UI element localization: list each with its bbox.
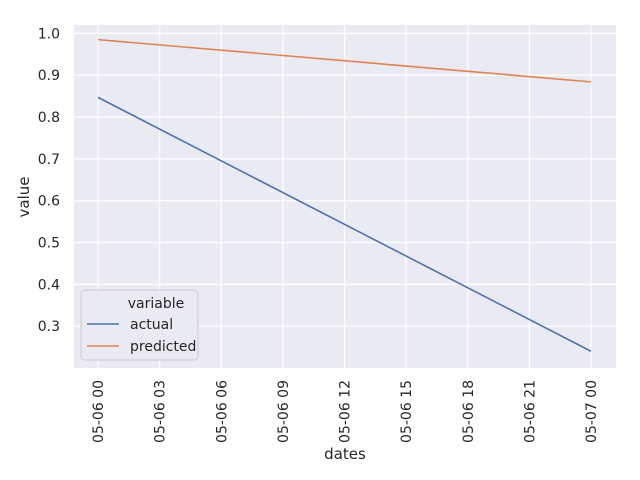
y-tick-label: 0.3 [38,319,60,335]
y-tick-label: 0.8 [38,110,60,126]
x-tick-label: 05-06 03 [153,380,169,443]
x-tick-label: 05-06 18 [461,380,477,443]
legend-label-actual: actual [130,317,173,333]
y-tick-label: 0.5 [38,236,60,252]
x-axis-label: dates [324,445,366,463]
y-tick-label: 0.6 [38,194,60,210]
x-tick-label: 05-06 12 [338,380,354,443]
x-tick-label: 05-07 00 [584,380,600,443]
series-lines [97,38,592,352]
series-line-actual [97,96,592,352]
legend-label-predicted: predicted [130,339,196,355]
series-line-predicted [97,38,592,83]
x-tick-label: 05-06 06 [214,380,230,443]
legend-title: variable [128,296,184,312]
x-tick-label: 05-06 15 [399,380,415,443]
x-tick-label: 05-06 09 [276,380,292,443]
y-tick-labels: 0.3 0.4 0.5 0.6 0.7 0.8 0.9 1.0 [38,26,60,335]
gridlines [74,25,616,368]
legend-box [80,289,199,361]
y-tick-label: 1.0 [38,26,60,42]
x-tick-label: 05-06 21 [522,380,538,443]
legend: variable actual predicted [80,289,199,361]
x-tick-label: 05-06 00 [91,380,107,443]
y-tick-label: 0.9 [38,68,60,84]
y-tick-label: 0.7 [38,152,60,168]
y-axis-label: value [15,177,33,218]
y-tick-label: 0.4 [38,277,60,293]
x-tick-labels: 05-06 00 05-06 03 05-06 06 05-06 09 05-06 12… [91,380,600,443]
